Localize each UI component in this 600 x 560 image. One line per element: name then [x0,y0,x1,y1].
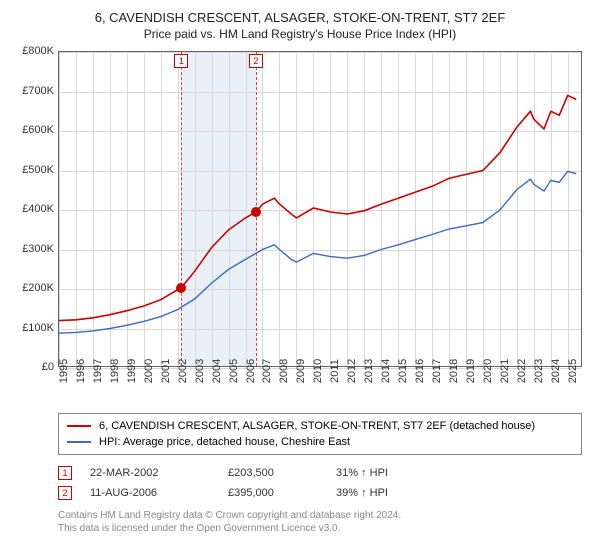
legend-row: 6, CAVENDISH CRESCENT, ALSAGER, STOKE-ON… [67,418,573,434]
sale-row-delta: 39% ↑ HPI [336,487,426,499]
legend: 6, CAVENDISH CRESCENT, ALSAGER, STOKE-ON… [58,413,582,455]
y-tick-label: £300K [22,243,54,255]
sale-row: 2 11-AUG-2006 £395,000 39% ↑ HPI [58,483,582,503]
x-tick-label: 2013 [363,359,375,383]
x-tick-label: 2012 [346,359,358,383]
x-tick-label: 2006 [245,359,257,383]
attribution-line: Contains HM Land Registry data © Crown c… [58,509,582,522]
x-tick-label: 1997 [92,359,104,383]
x-tick-label: 1996 [75,359,87,383]
x-tick-label: 2000 [143,359,155,383]
y-tick-label: £700K [22,85,54,97]
y-tick-label: £200K [22,282,54,294]
series-property [59,95,576,320]
x-tick-label: 2005 [228,359,240,383]
legend-swatch [67,425,91,427]
chart-container: 6, CAVENDISH CRESCENT, ALSAGER, STOKE-ON… [0,0,600,560]
attribution: Contains HM Land Registry data © Crown c… [58,509,582,535]
sale-row-delta: 31% ↑ HPI [336,467,426,479]
x-tick-label: 2003 [194,359,206,383]
x-tick-label: 2008 [278,359,290,383]
title-sub: Price paid vs. HM Land Registry's House … [12,27,588,41]
x-tick-label: 2007 [261,359,273,383]
y-tick-label: £400K [22,203,54,215]
x-tick-label: 2009 [295,359,307,383]
y-tick-label: £500K [22,164,54,176]
sale-row-marker: 2 [58,486,72,500]
sale-row-price: £203,500 [228,467,318,479]
sale-row: 1 22-MAR-2002 £203,500 31% ↑ HPI [58,463,582,483]
y-tick-label: £0 [42,361,54,373]
x-tick-label: 2017 [431,359,443,383]
x-tick-label: 2021 [499,359,511,383]
sale-row-marker: 1 [58,466,72,480]
x-tick-label: 2015 [397,359,409,383]
x-tick-label: 2016 [414,359,426,383]
chart-area: 12 £0 £100K £200K £300K £400K £500K £600K £700K… [12,47,588,407]
x-tick-label: 2023 [533,359,545,383]
legend-row: HPI: Average price, detached house, Ches… [67,434,573,450]
sale-dot [251,207,261,217]
x-tick-label: 2004 [211,359,223,383]
attribution-line: This data is licensed under the Open Gov… [58,522,582,535]
x-tick-label: 2022 [516,359,528,383]
x-tick-label: 1998 [109,359,121,383]
line-series-layer [59,52,583,368]
title-main: 6, CAVENDISH CRESCENT, ALSAGER, STOKE-ON… [12,10,588,25]
x-tick-label: 2025 [567,359,579,383]
x-tick-label: 2010 [312,359,324,383]
sales-table: 1 22-MAR-2002 £203,500 31% ↑ HPI 2 11-AUG-200… [58,463,582,503]
x-tick-label: 2024 [550,359,562,383]
sale-dot [176,283,186,293]
x-tick-label: 1995 [58,359,70,383]
sale-row-date: 11-AUG-2006 [90,487,210,499]
y-tick-label: £600K [22,124,54,136]
x-tick-label: 2011 [329,359,341,383]
x-tick-label: 1999 [126,359,138,383]
legend-label: 6, CAVENDISH CRESCENT, ALSAGER, STOKE-ON… [99,420,535,432]
x-tick-label: 2001 [160,359,172,383]
x-tick-label: 2020 [482,359,494,383]
x-tick-label: 2019 [465,359,477,383]
x-tick-label: 2018 [448,359,460,383]
y-tick-label: £100K [22,322,54,334]
legend-swatch [67,441,91,443]
sale-row-price: £395,000 [228,487,318,499]
y-tick-label: £800K [22,45,54,57]
series-hpi [59,171,576,333]
sale-row-date: 22-MAR-2002 [90,467,210,479]
x-tick-label: 2014 [380,359,392,383]
legend-label: HPI: Average price, detached house, Ches… [99,436,350,448]
x-tick-label: 2002 [177,359,189,383]
plot-region: 12 [58,51,582,367]
